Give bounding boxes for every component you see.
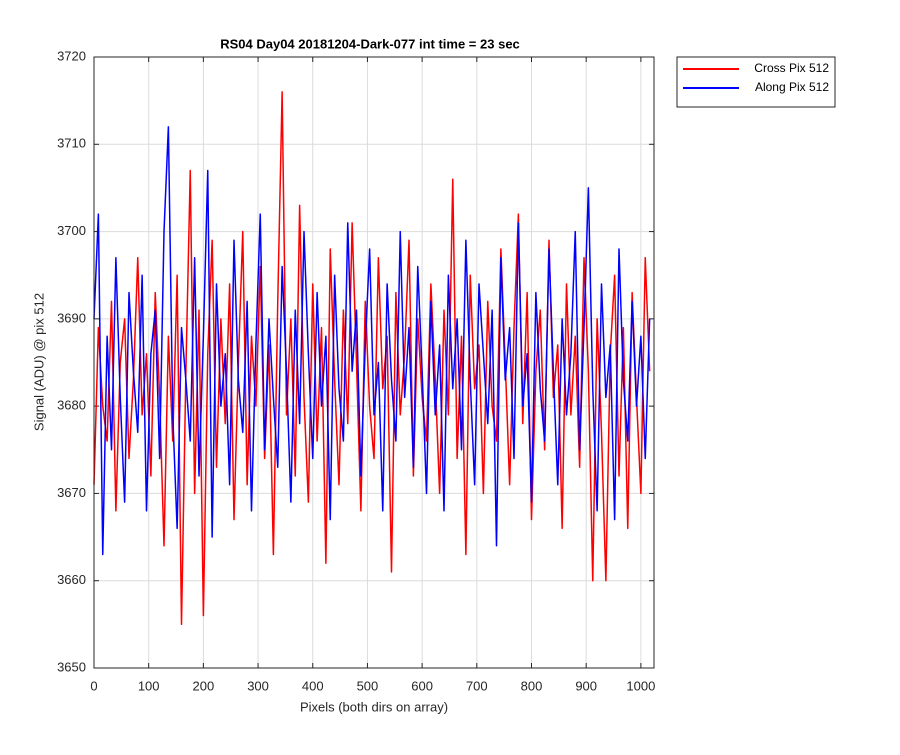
data-line [93,126,651,556]
axes-box [93,56,655,669]
x-tick-label: 800 [521,678,543,693]
y-tick-label: 3710 [57,136,86,151]
x-tick-label: 900 [575,678,597,693]
y-tick-label: 3650 [57,659,86,674]
x-axis-label: Pixels (both dirs on array) [300,699,448,714]
x-tick-label: 400 [302,678,324,693]
y-tick-label: 3680 [57,398,86,413]
x-tick-label: 700 [466,678,488,693]
legend-box [676,56,836,108]
legend-label: Cross Pix 512 [754,61,829,75]
x-tick-label: 200 [193,678,215,693]
x-tick-label: 1000 [626,678,655,693]
y-tick-label: 3660 [57,572,86,587]
x-tick-label: 100 [138,678,160,693]
x-tick-label: 500 [357,678,379,693]
chart-title: RS04 Day04 20181204-Dark-077 int time = … [220,36,520,51]
y-tick-label: 3700 [57,223,86,238]
y-tick-label: 3670 [57,485,86,500]
y-tick-label: 3720 [57,48,86,63]
y-tick-label: 3690 [57,310,86,325]
legend-label: Along Pix 512 [755,80,829,94]
x-tick-label: 600 [411,678,433,693]
data-line [93,91,651,626]
y-axis-label: Signal (ADU) @ pix 512 [31,293,46,431]
x-tick-label: 0 [90,678,97,693]
x-tick-label: 300 [247,678,269,693]
